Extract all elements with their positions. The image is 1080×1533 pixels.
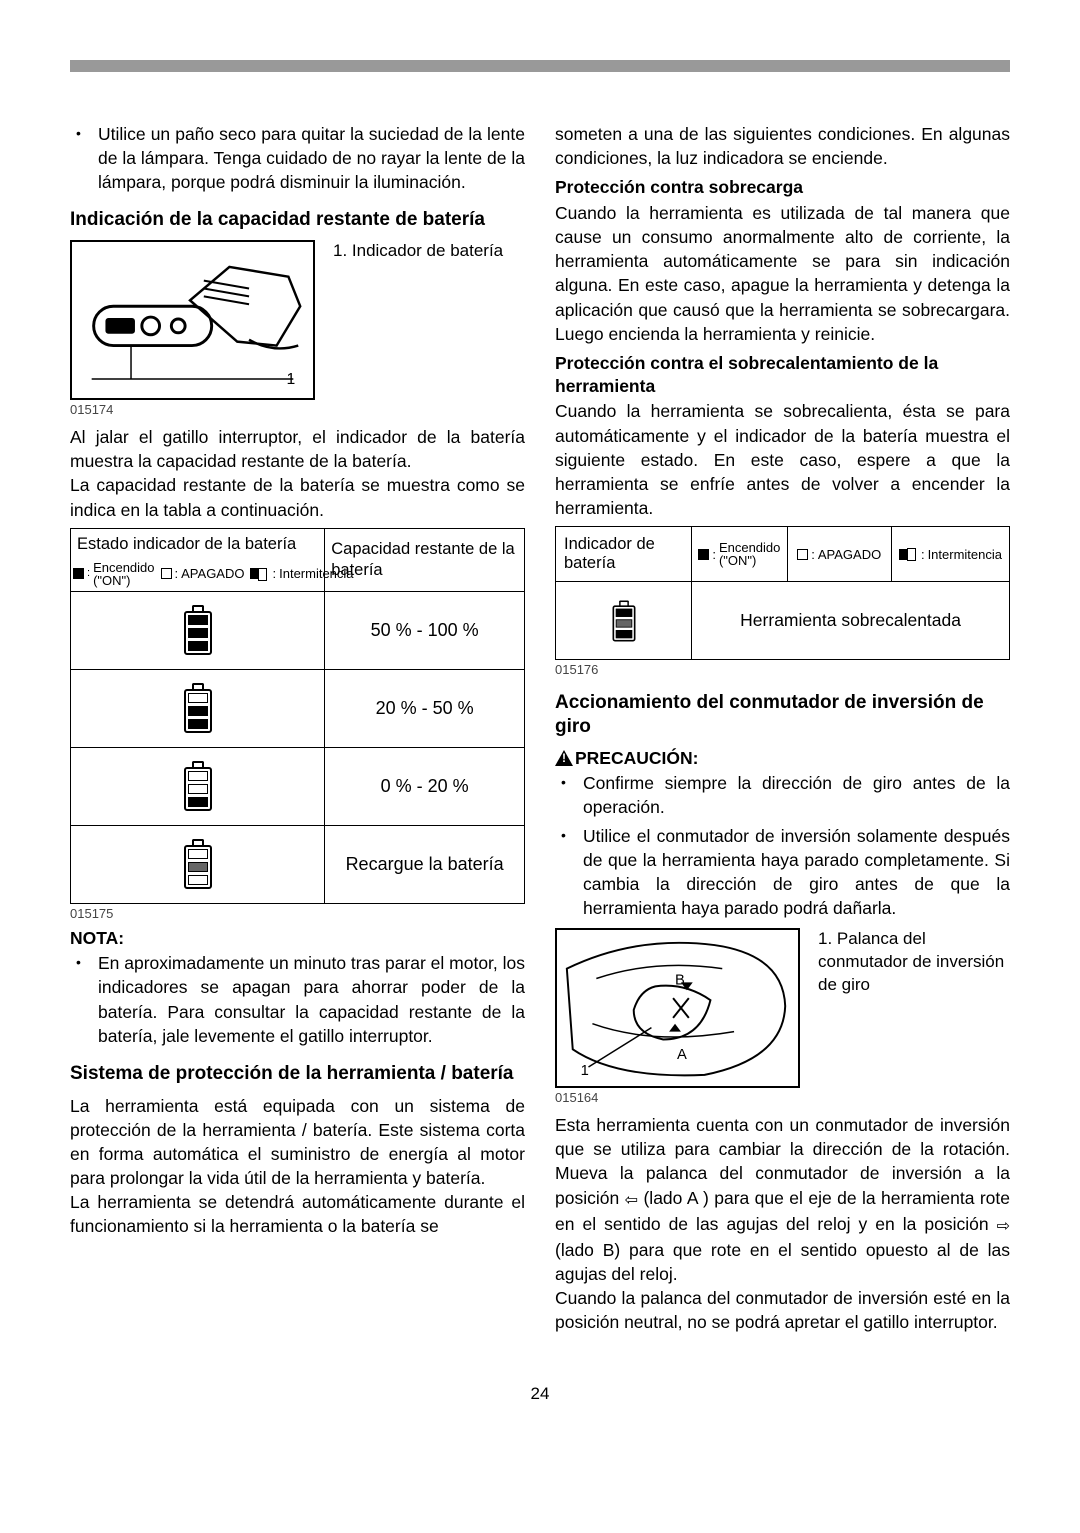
bullet-list-lamp: Utilice un paño seco para quitar la suci…	[70, 122, 525, 194]
heading-capacity: Indicación de la capacidad restante de b…	[70, 208, 525, 232]
figure-015174: 1	[70, 240, 315, 400]
figure-015174-caption: 015174	[70, 402, 315, 417]
battery-capacity-table: Estado indicador de la batería : Encendi…	[70, 528, 525, 904]
reversing-switch-diagram-icon: B A 1	[557, 928, 798, 1088]
reverse-p2: Cuando la palanca del conmutador de inve…	[555, 1286, 1010, 1334]
heading-overload: Protección contra sobrecarga	[555, 176, 1010, 199]
heading-overheat: Protección contra el sobrecalentamiento …	[555, 352, 1010, 398]
overheat-legend-on: : Encendido ("ON")	[692, 527, 787, 582]
legend-on-icon	[73, 568, 84, 579]
figure-015174-label: 1. Indicador de batería	[333, 240, 503, 263]
table-row: Recargue la batería	[71, 825, 525, 903]
legend-on-icon	[698, 549, 709, 560]
table-header-capacity: Capacidad restante de la batería	[325, 528, 525, 591]
overheat-indicator-cell	[556, 582, 692, 660]
reverse-p1c: (lado B) para que rote en el sentido opu…	[555, 1240, 1010, 1284]
capacity-recharge: Recargue la batería	[325, 825, 525, 903]
overheat-legend-off: : APAGADO	[787, 527, 891, 582]
capacity-50: 20 % - 50 %	[325, 669, 525, 747]
legend-off-icon	[797, 549, 808, 560]
figure-015164-wrap: B A 1 015164	[555, 928, 800, 1111]
protection-p1: La herramienta está equipada con un sist…	[70, 1094, 525, 1191]
nota-heading: NOTA:	[70, 927, 525, 950]
table-row: 20 % - 50 %	[71, 669, 525, 747]
svg-text:1: 1	[286, 371, 295, 388]
overheat-p: Cuando la herramienta se sobrecalienta, …	[555, 399, 1010, 520]
legend-off: : APAGADO	[161, 567, 245, 580]
figure-015164-label: 1. Palanca del conmutador de inversión d…	[818, 928, 1010, 997]
page-body: Utilice un paño seco para quitar la suci…	[0, 72, 1080, 1374]
heading-reverse: Accionamiento del conmutador de inversió…	[555, 691, 1010, 739]
overheat-table: Indicador de batería : Encendido ("ON")	[555, 526, 1010, 660]
nota-bullet: En aproximadamente un minuto tras parar …	[98, 951, 525, 1048]
table-row: 50 % - 100 %	[71, 591, 525, 669]
precaution-bullet-2: Utilice el conmutador de inversión solam…	[583, 824, 1010, 921]
battery-icon-20	[178, 759, 218, 813]
legend-on-label1: Encendido	[93, 561, 154, 574]
heading-protection: Sistema de protección de la herramienta …	[70, 1062, 525, 1086]
table-legend: : Encendido ("ON") : APAGADO	[73, 557, 322, 587]
warning-icon	[555, 750, 573, 766]
precaution-list: Confirme siempre la dirección de giro an…	[555, 771, 1010, 920]
legend-off-icon	[161, 568, 172, 579]
overheat-legend-blink: : Intermitencia	[891, 527, 1009, 582]
header-divider	[70, 60, 1010, 72]
battery-icon-overheat	[607, 598, 640, 642]
capacity-20: 0 % - 20 %	[325, 747, 525, 825]
table-015175-caption: 015175	[70, 906, 525, 921]
svg-text:1: 1	[581, 1063, 589, 1079]
figure-015164-row: B A 1 015164 1. Palanca del conmutador d…	[555, 928, 1010, 1111]
capacity-100: 50 % - 100 %	[325, 591, 525, 669]
nota-list: En aproximadamente un minuto tras parar …	[70, 951, 525, 1048]
table-015176-caption: 015176	[555, 662, 1010, 677]
svg-text:A: A	[677, 1047, 687, 1063]
battery-icon-recharge	[178, 837, 218, 891]
figure-015174-wrap: 1 015174	[70, 240, 315, 423]
precaution-bullet-1: Confirme siempre la dirección de giro an…	[583, 771, 1010, 819]
reverse-p1: Esta herramienta cuenta con un conmutado…	[555, 1113, 1010, 1286]
arrow-right-icon: ⇨	[997, 1216, 1010, 1238]
battery-indicator-diagram-icon: 1	[72, 240, 313, 400]
overload-p: Cuando la herramienta es utilizada de ta…	[555, 201, 1010, 346]
svg-text:B: B	[675, 973, 685, 989]
figure-015164-caption: 015164	[555, 1090, 800, 1105]
table-row: 0 % - 20 %	[71, 747, 525, 825]
left-column: Utilice un paño seco para quitar la suci…	[70, 122, 525, 1334]
overheat-table-hdr: Indicador de batería	[556, 527, 692, 582]
legend-blink-icon	[250, 568, 261, 579]
bullet-lamp: Utilice un paño seco para quitar la suci…	[98, 122, 525, 194]
capacity-p2: La capacidad restante de la batería se m…	[70, 473, 525, 521]
overheat-message: Herramienta sobrecalentada	[692, 582, 1010, 660]
capacity-p1: Al jalar el gatillo interruptor, el indi…	[70, 425, 525, 473]
table-header-status: Estado indicador de la batería : Encendi…	[71, 528, 325, 591]
figure-015164: B A 1	[555, 928, 800, 1088]
battery-icon-100	[178, 603, 218, 657]
precaution-heading: PRECAUCIÓN:	[555, 747, 1010, 770]
legend-blink-icon	[899, 549, 910, 560]
protection-p2: La herramienta se detendrá automáticamen…	[70, 1190, 525, 1238]
right-column: someten a una de las siguientes condicio…	[555, 122, 1010, 1334]
figure-015174-row: 1 015174 1. Indicador de batería	[70, 240, 525, 423]
precaution-label: PRECAUCIÓN:	[575, 748, 698, 768]
legend-on-label2: ("ON")	[93, 574, 154, 587]
battery-icon-50	[178, 681, 218, 735]
arrow-left-icon: ⇦	[625, 1190, 638, 1212]
table-header-status-line1: Estado indicador de la batería	[73, 533, 322, 557]
protection-p-cont: someten a una de las siguientes condicio…	[555, 122, 1010, 170]
legend-off-label: APAGADO	[181, 567, 244, 580]
page-number: 24	[0, 1374, 1080, 1444]
legend-on: : Encendido ("ON")	[73, 561, 155, 587]
